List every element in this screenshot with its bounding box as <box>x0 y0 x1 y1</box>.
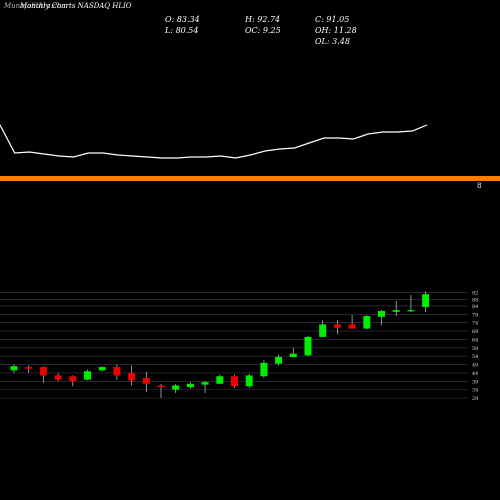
y-tick-label: 74 <box>472 321 478 327</box>
stat-label: C: <box>315 15 324 24</box>
stat-label: OC: <box>245 26 261 35</box>
y-tick-label: 59 <box>472 346 478 352</box>
candle-body <box>348 324 356 329</box>
y-tick-label: 84 <box>472 304 478 310</box>
y-tick-label: 49 <box>472 363 478 369</box>
stat: H: 92.74 <box>244 15 280 24</box>
candle-body <box>113 367 121 376</box>
candle-body <box>10 366 18 371</box>
stat-value: 92.74 <box>257 15 280 24</box>
stat-label: O: <box>165 15 175 24</box>
candle-body <box>422 294 430 308</box>
indicator-line <box>0 124 428 159</box>
y-tick-label: 69 <box>472 329 478 335</box>
stat: O: 83.34 <box>165 15 200 24</box>
candle-body <box>363 316 371 329</box>
y-tick-label: 92 <box>472 291 478 297</box>
chart-title: Monthly Charts NASDAQ HLIO <box>19 2 132 10</box>
stat: L: 80.54 <box>164 26 198 35</box>
candle-body <box>378 311 385 317</box>
candle-body <box>333 324 341 328</box>
orange-band <box>0 176 500 181</box>
candle-body <box>201 382 209 385</box>
y-tick-label: 64 <box>472 337 478 343</box>
candle-body <box>172 385 180 390</box>
y-tick-label: 54 <box>472 354 478 360</box>
candle-body <box>275 357 283 364</box>
candle-body <box>39 367 47 376</box>
stat-label: OH: <box>315 26 332 35</box>
y-tick-label: 88 <box>472 297 478 303</box>
candle-body <box>260 362 268 377</box>
candle-body <box>407 310 415 312</box>
stat-value: 9.25 <box>263 26 281 35</box>
candle-body <box>186 383 194 388</box>
stat-value: 3.48 <box>332 37 350 46</box>
stat-value: 83.34 <box>177 15 200 24</box>
stat: OC: 9.25 <box>245 26 281 35</box>
candle-body <box>231 376 238 387</box>
stat-value: 80.54 <box>176 26 199 35</box>
candle-body <box>84 371 91 380</box>
candle-body <box>98 367 106 371</box>
stat: C: 91.05 <box>315 15 349 24</box>
stat-value: 11.28 <box>334 26 357 35</box>
stat-value: 91.05 <box>326 15 349 24</box>
candle-body <box>157 385 165 388</box>
y-tick-label: 29 <box>472 396 478 402</box>
candle-body <box>304 336 312 356</box>
candle-body <box>216 376 224 384</box>
candle-body <box>54 375 62 380</box>
y-tick-label: 44 <box>472 371 478 377</box>
y-tick-label: 39 <box>472 379 478 385</box>
candle-body <box>25 367 33 369</box>
candle-body <box>245 375 253 387</box>
band-label: 8 <box>477 182 481 190</box>
stat-label: H: <box>244 15 255 24</box>
candle-body <box>289 353 297 358</box>
stat: OH: 11.28 <box>315 26 357 35</box>
candle-body <box>128 372 136 381</box>
candle-body <box>319 324 327 337</box>
y-tick-label: 79 <box>472 312 478 318</box>
candle-body <box>392 310 400 312</box>
candle-body <box>69 376 77 382</box>
y-tick-label: 34 <box>472 388 478 394</box>
stat: OL: 3.48 <box>315 37 350 46</box>
stat-label: L: <box>164 26 173 35</box>
watermark: MunafaSutra.com <box>3 2 68 10</box>
stat-label: OL: <box>315 37 330 46</box>
candle-body <box>142 377 150 384</box>
